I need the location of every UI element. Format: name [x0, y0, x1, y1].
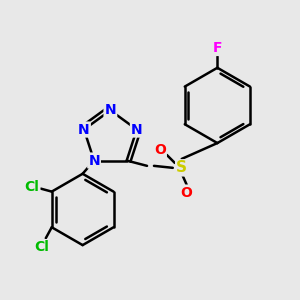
Text: O: O	[154, 143, 166, 157]
Text: S: S	[176, 160, 187, 175]
Text: F: F	[213, 41, 222, 55]
Text: N: N	[105, 103, 116, 117]
Text: N: N	[88, 154, 100, 168]
Text: Cl: Cl	[34, 240, 49, 254]
Text: O: O	[181, 186, 193, 200]
Text: N: N	[78, 122, 90, 136]
Text: Cl: Cl	[25, 180, 39, 194]
Text: N: N	[131, 122, 142, 136]
